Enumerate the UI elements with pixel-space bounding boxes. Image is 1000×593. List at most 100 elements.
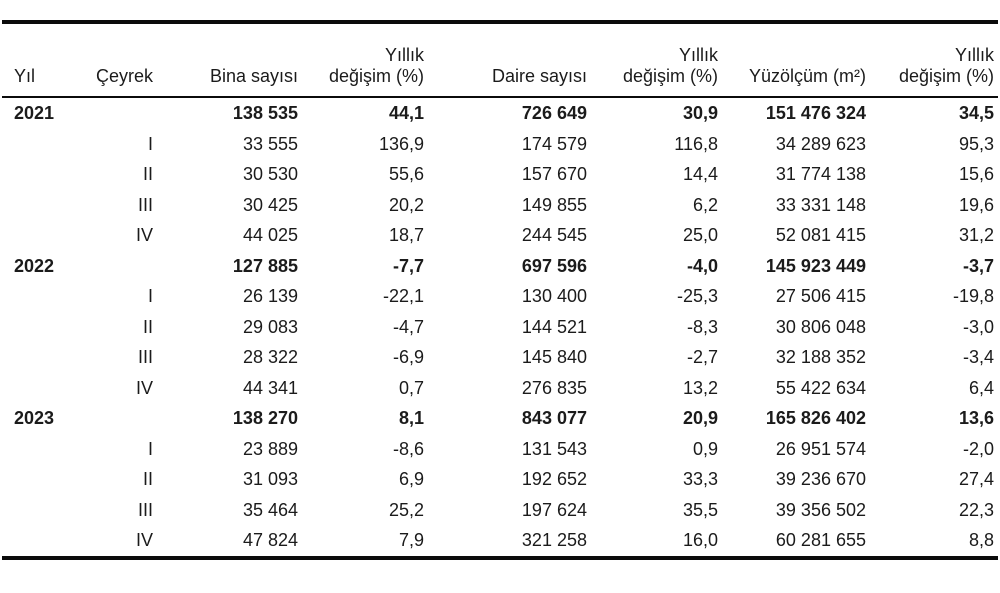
cell-yillik-degisim-bina: 18,7 [388,225,424,245]
cell-yillik-degisim-yuzolcum: 6,4 [968,377,994,398]
cell-ceyrek: III [137,194,153,215]
cell-yuzolcum-m2: 52 081 415 [775,225,866,245]
cell-yillik-degisim-bina: 6,9 [398,469,424,489]
cell-yuzolcum-m2: 33 331 148 [775,194,866,215]
cell-yillik-degisim-bina: -4,7 [392,316,424,337]
column-header-daire-sayisi: Daire sayısı [428,22,591,98]
cell-yillik-degisim-bina: 136,9 [378,133,424,154]
cell-yillik-degisim-bina: -6,9 [392,347,424,367]
cell-yuzolcum-m2: 32 188 352 [775,347,866,367]
header-line-1: Yıllık [384,45,424,65]
cell-yillik-degisim-yuzolcum: 8,8 [968,530,994,550]
table-body: 2021 138 535 44,1 726 649 30,9 151 476 324 34,… [2,97,998,558]
year-summary-row: 2023 138 270 8,1 843 077 20,9 165 826 402 13,6 [2,403,998,434]
quarter-row: I 23 889 -8,6 131 543 0,9 26 951 574 -2,0 [2,434,998,465]
cell-yillik-degisim-yuzolcum: -2,0 [962,438,994,459]
cell-yillik-degisim-yuzolcum: 95,3 [958,133,994,154]
cell-yil [2,434,62,465]
cell-yillik-degisim-daire: -25,3 [676,286,718,306]
cell-bina-sayisi: 138 535 [232,103,298,123]
cell-yillik-degisim-yuzolcum: -3,4 [962,347,994,367]
cell-yuzolcum-m2: 34 289 623 [775,133,866,154]
cell-ceyrek: IV [135,530,153,550]
column-header-yillik-degisim-daire: Yıllık değişim (%) [591,22,722,98]
quarter-row: I 26 139 -22,1 130 400 -25,3 27 506 415 -19,8 [2,281,998,312]
cell-yillik-degisim-daire: 116,8 [674,133,718,154]
cell-bina-sayisi: 29 083 [242,316,298,337]
cell-daire-sayisi: 192 652 [521,469,587,489]
cell-ceyrek: I [147,133,153,154]
cell-yillik-degisim-daire: -8,3 [686,316,718,337]
cell-yillik-degisim-daire: 35,5 [682,499,718,520]
header-row: Yıl Çeyrek Bina sayısı Yıllık değişim (%… [2,22,998,98]
cell-yuzolcum-m2: 55 422 634 [775,377,866,398]
header-line-1: Yıllık [678,45,718,65]
cell-yillik-degisim-daire: 16,0 [682,530,718,550]
cell-bina-sayisi: 138 270 [232,408,298,428]
cell-yuzolcum-m2: 26 951 574 [775,438,866,459]
cell-yil [2,190,62,221]
cell-yillik-degisim-yuzolcum: -3,0 [962,316,994,337]
cell-bina-sayisi: 47 824 [242,530,298,550]
cell-yuzolcum-m2: 165 826 402 [765,408,866,428]
column-header-yillik-degisim-yuzolcum: Yıllık değişim (%) [870,22,998,98]
cell-yil [2,281,62,312]
column-header-yillik-degisim-bina: Yıllık değişim (%) [302,22,428,98]
cell-yillik-degisim-bina: 8,1 [398,408,424,428]
cell-yillik-degisim-bina: 7,9 [398,530,424,550]
quarter-row: II 31 093 6,9 192 652 33,3 39 236 670 27,4 [2,464,998,495]
cell-daire-sayisi: 145 840 [521,347,587,367]
quarter-row: IV 44 341 0,7 276 835 13,2 55 422 634 6,4 [2,373,998,404]
cell-yillik-degisim-bina: -7,7 [392,255,424,276]
cell-daire-sayisi: 174 579 [521,133,587,154]
quarter-row: III 30 425 20,2 149 855 6,2 33 331 148 19,6 [2,190,998,221]
cell-daire-sayisi: 276 835 [521,377,587,398]
cell-yillik-degisim-yuzolcum: 22,3 [958,499,994,520]
cell-yil [2,312,62,343]
cell-yillik-degisim-yuzolcum: -3,7 [962,255,994,276]
cell-ceyrek [62,97,157,129]
column-header-bina-sayisi: Bina sayısı [157,22,302,98]
cell-ceyrek [62,251,157,282]
cell-ceyrek: III [137,347,153,367]
cell-bina-sayisi: 31 093 [242,469,298,489]
cell-yil: 2021 [14,103,55,123]
cell-yillik-degisim-daire: 13,2 [682,377,718,398]
cell-daire-sayisi: 157 670 [521,164,587,184]
cell-yuzolcum-m2: 30 806 048 [775,316,866,337]
cell-bina-sayisi: 35 464 [242,499,298,520]
cell-ceyrek: IV [135,225,153,245]
year-summary-row: 2021 138 535 44,1 726 649 30,9 151 476 324 34,… [2,97,998,129]
cell-bina-sayisi: 23 889 [242,438,298,459]
cell-yillik-degisim-bina: 20,2 [388,194,424,215]
quarter-row: IV 44 025 18,7 244 545 25,0 52 081 415 31,2 [2,220,998,251]
cell-ceyrek: IV [135,377,153,398]
cell-yillik-degisim-daire: 14,4 [682,164,718,184]
cell-yuzolcum-m2: 31 774 138 [775,164,866,184]
cell-yil [2,525,62,558]
table-header: Yıl Çeyrek Bina sayısı Yıllık değişim (%… [2,22,998,98]
cell-yillik-degisim-daire: -4,0 [686,255,718,276]
cell-yil: 2023 [14,408,55,428]
cell-yillik-degisim-yuzolcum: 27,4 [958,469,994,489]
cell-daire-sayisi: 144 521 [521,316,587,337]
cell-yillik-degisim-bina: -8,6 [392,438,424,459]
cell-yillik-degisim-yuzolcum: 13,6 [958,408,994,428]
cell-yil [2,495,62,526]
cell-daire-sayisi: 149 855 [521,194,587,215]
quarter-row: III 28 322 -6,9 145 840 -2,7 32 188 352 -3,4 [2,342,998,373]
cell-yil [2,159,62,190]
header-line-2: değişim (%) [328,66,424,86]
cell-bina-sayisi: 28 322 [242,347,298,367]
header-line-1: Yıllık [954,45,994,65]
cell-yillik-degisim-yuzolcum: 15,6 [958,164,994,184]
cell-yillik-degisim-daire: -2,7 [686,347,718,367]
quarter-row: II 29 083 -4,7 144 521 -8,3 30 806 048 -3,0 [2,312,998,343]
cell-ceyrek: I [147,286,153,306]
cell-daire-sayisi: 321 258 [521,530,587,550]
quarter-row: III 35 464 25,2 197 624 35,5 39 356 502 22,3 [2,495,998,526]
cell-yuzolcum-m2: 151 476 324 [765,103,866,123]
cell-daire-sayisi: 843 077 [521,408,587,428]
cell-daire-sayisi: 697 596 [521,255,587,276]
cell-yil [2,129,62,160]
